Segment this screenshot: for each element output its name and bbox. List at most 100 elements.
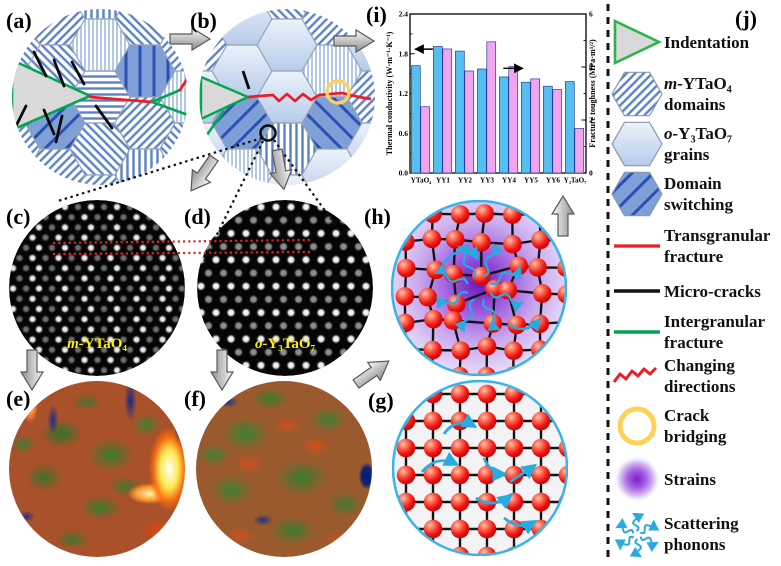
atom-sphere xyxy=(423,465,443,485)
x-category-label: YY6 xyxy=(546,177,560,185)
legend-item-label: Changing directions xyxy=(664,356,736,396)
atom-sphere xyxy=(396,258,416,278)
atom-sphere xyxy=(531,230,550,250)
legend-item-label: Indentation xyxy=(664,32,750,52)
phase-prefix: m- xyxy=(67,336,84,352)
legend-item-hexagon-hatched: m-YTaO₄ domains xyxy=(610,68,780,120)
bar-thermal-YTaO₄ xyxy=(411,65,421,174)
micro-crack-line xyxy=(241,70,251,90)
left-tick-label: 1.2 xyxy=(399,89,409,98)
atom-sphere xyxy=(504,411,524,431)
bar-thermal-YY4 xyxy=(499,76,509,174)
legend-item-hexagon-plain: o-Y₃TaO₇ grains xyxy=(610,118,780,170)
hexagon-plain-icon xyxy=(611,121,663,167)
atom-sphere xyxy=(423,411,443,431)
atom-sphere xyxy=(396,546,416,556)
atom-sphere xyxy=(447,294,466,314)
atom-sphere xyxy=(451,341,471,360)
atom-sphere xyxy=(477,366,496,376)
hexagon-switching-icon xyxy=(611,171,663,217)
legend-item-purple-blob: Strains xyxy=(610,456,780,502)
atom-sphere xyxy=(423,438,443,458)
atom-sphere xyxy=(531,438,551,458)
atom-sphere xyxy=(477,411,497,431)
x-category-label: Y₃TaO₇ xyxy=(564,177,587,185)
legend-item-label: Domain switching xyxy=(664,174,733,214)
legend-symbol xyxy=(610,510,664,558)
panel-a-grain-schematic xyxy=(12,9,188,185)
phase-formula: YTaO₄ xyxy=(83,336,127,352)
x-category-label: YY4 xyxy=(502,177,516,185)
atom-sphere xyxy=(395,366,415,376)
scattered-phonon-squiggle xyxy=(481,298,501,331)
atom-sphere xyxy=(531,492,551,512)
atom-sphere xyxy=(422,229,442,249)
atom-sphere xyxy=(558,384,568,404)
legend-item-label: Crack bridging xyxy=(664,406,727,446)
intergranular-fracture-line xyxy=(150,88,182,104)
panel-label-c: (c) xyxy=(6,204,31,229)
scattered-phonon-squiggle xyxy=(489,266,522,286)
scattered-phonon-squiggle xyxy=(454,298,476,334)
red-line-icon xyxy=(614,244,660,248)
legend-item-yellow-circle: Crack bridging xyxy=(610,400,780,452)
crack-bridging-circle xyxy=(325,79,351,105)
atom-sphere xyxy=(557,231,567,251)
atom-sphere xyxy=(472,233,491,252)
panel-label-f: (f) xyxy=(184,386,206,411)
legend-symbol xyxy=(610,18,664,66)
left-tick-label: 0.6 xyxy=(399,129,409,138)
legend-item-label: Intergranular fracture xyxy=(664,312,766,352)
bar-toughness-Y₃TaO₇ xyxy=(574,128,585,174)
x-category-label: YY5 xyxy=(524,177,538,185)
legend-symbol xyxy=(610,308,664,356)
phonon-path-arrow xyxy=(442,246,479,265)
bar-toughness-YY3 xyxy=(486,41,497,174)
panel-label-i: (i) xyxy=(366,2,387,27)
scattered-phonon-squiggle xyxy=(436,290,469,310)
atom-sphere xyxy=(423,492,443,512)
legend-item-label: Strains xyxy=(664,469,716,489)
yellow-circle-icon xyxy=(617,406,657,446)
atom-sphere xyxy=(477,337,497,356)
atom-sphere xyxy=(530,366,550,376)
atom-sphere xyxy=(532,284,552,303)
purple-blob-icon xyxy=(614,456,660,502)
legend-item-black-line: Micro-cracks xyxy=(610,278,780,304)
legend-symbol xyxy=(610,455,664,503)
atom-sphere xyxy=(503,234,522,254)
atom-sphere xyxy=(557,366,567,376)
panel-e-strain-map xyxy=(9,381,185,557)
legend-symbol xyxy=(610,170,664,218)
grain-mosaic xyxy=(12,9,188,185)
phonon-path-arrow xyxy=(503,516,538,535)
grain-mosaic xyxy=(199,9,375,185)
micrograph-label-c: m-YTaO₄ xyxy=(9,336,185,353)
legend-symbol xyxy=(610,352,664,400)
atom-sphere xyxy=(558,411,568,431)
black-line-icon xyxy=(614,289,660,293)
legend-symbol xyxy=(610,222,664,270)
bar-thermal-YY2 xyxy=(455,50,465,174)
atom-sphere xyxy=(504,438,524,458)
legend-symbol xyxy=(610,120,664,168)
legend-item-red-zigzag: Changing directions xyxy=(610,352,780,400)
atom-sphere xyxy=(504,465,524,485)
atom-sphere xyxy=(450,492,470,512)
grain-boundary-ring xyxy=(391,200,567,376)
phase-formula: Y₃TaO₇ xyxy=(267,336,316,352)
atom-sphere xyxy=(504,341,523,361)
phonon-path-arrow xyxy=(475,493,514,510)
legend-item-label: m-YTaO₄ domains xyxy=(664,74,732,114)
atom-sphere xyxy=(531,411,551,431)
atom-sphere xyxy=(558,546,568,556)
bar-thermal-YY1 xyxy=(433,46,443,174)
atom-sphere xyxy=(418,288,438,307)
grain-hexagon-diag2 xyxy=(12,174,41,185)
x-category-label: YY2 xyxy=(458,177,472,185)
legend-item-label: Scattering phonons xyxy=(664,514,739,554)
phonon-path-arrow xyxy=(482,457,508,482)
panel-i-bar-chart: 0.0 0.6 1.2 1.8 2.4 0 2 4 6 YTaO₄ YY1 YY2 YY3 YY4 YY5 Y… xyxy=(385,10,597,185)
transgranular-fracture-line xyxy=(88,95,154,104)
